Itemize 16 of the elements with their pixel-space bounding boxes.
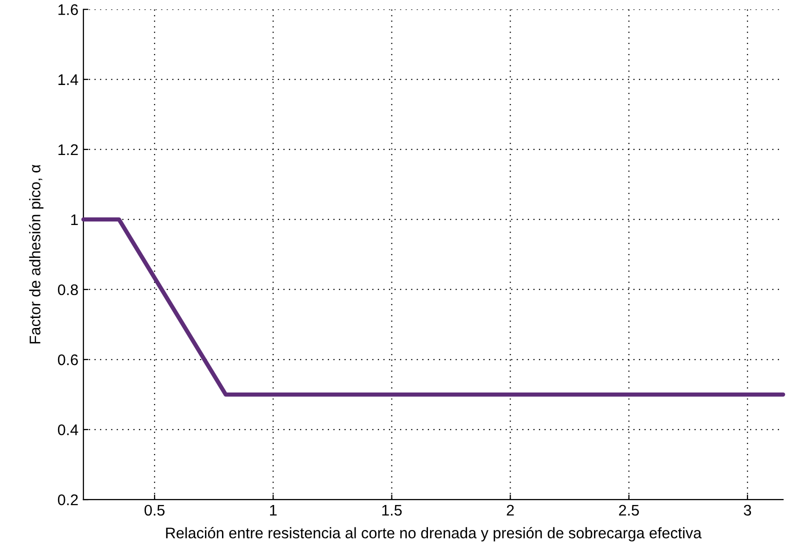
- y-tick-label: 0.6: [58, 354, 78, 366]
- y-tick-label: 1: [71, 214, 78, 225]
- y-axis-title: Factor de adhesión pico, α: [29, 164, 44, 344]
- y-tick-label: 1.6: [58, 4, 78, 16]
- x-tick-label: 2: [506, 504, 514, 516]
- y-tick-label: 1.4: [58, 74, 78, 85]
- x-tick-label: 3: [744, 504, 752, 516]
- x-tick-label: 1: [270, 504, 277, 516]
- y-tick-label: 0.4: [58, 424, 78, 436]
- x-tick-label: 0.5: [144, 504, 165, 516]
- y-tick-label: 0.2: [58, 494, 78, 506]
- y-tick-label: 1.2: [58, 144, 78, 155]
- x-axis-title: Relación entre resistencia al corte no drenada y presión de sobrecarga efectiva: [166, 526, 702, 542]
- y-tick-label: 0.8: [58, 284, 78, 296]
- x-tick-label: 1.5: [382, 504, 402, 516]
- x-tick-label: 2.5: [619, 504, 639, 516]
